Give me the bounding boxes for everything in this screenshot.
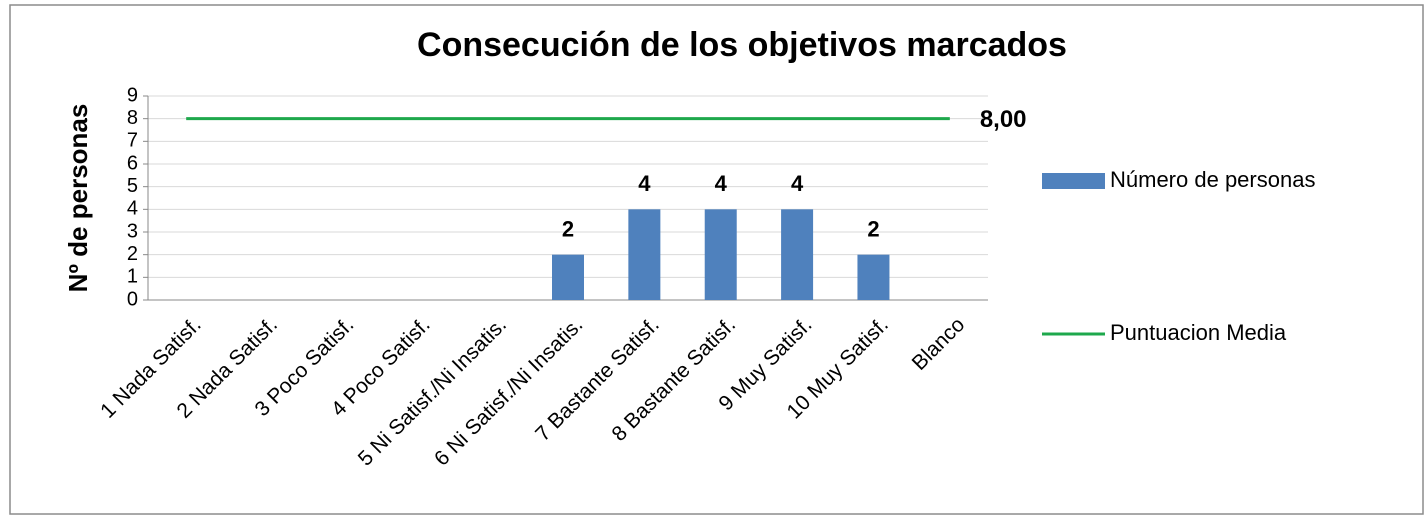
legend-label: Puntuacion Media — [1110, 320, 1287, 345]
data-label: 4 — [715, 171, 728, 196]
y-tick-label: 9 — [127, 84, 138, 106]
bar — [781, 209, 814, 300]
y-tick-label: 2 — [127, 243, 138, 265]
bar — [628, 209, 661, 300]
y-tick-label: 6 — [127, 152, 138, 174]
data-label: 8,00 — [980, 106, 1027, 133]
data-label: 4 — [791, 171, 804, 196]
data-label: 4 — [638, 171, 651, 196]
chart-title: Consecución de los objetivos marcados — [417, 26, 1067, 64]
legend-swatch — [1042, 173, 1105, 189]
data-label: 2 — [562, 216, 574, 241]
data-label: 2 — [867, 216, 879, 241]
y-tick-label: 1 — [127, 266, 138, 288]
bar — [552, 254, 584, 300]
y-tick-label: 8 — [127, 107, 138, 129]
y-tick-label: 7 — [127, 130, 138, 152]
y-axis-label: Nº de personas — [63, 104, 93, 293]
y-tick-label: 3 — [127, 220, 138, 242]
y-tick-label: 4 — [127, 198, 138, 220]
y-tick-label: 5 — [127, 175, 138, 197]
bar — [704, 209, 737, 300]
legend-label: Número de personas — [1110, 167, 1315, 192]
y-tick-label: 0 — [127, 288, 138, 310]
bar — [857, 254, 890, 300]
